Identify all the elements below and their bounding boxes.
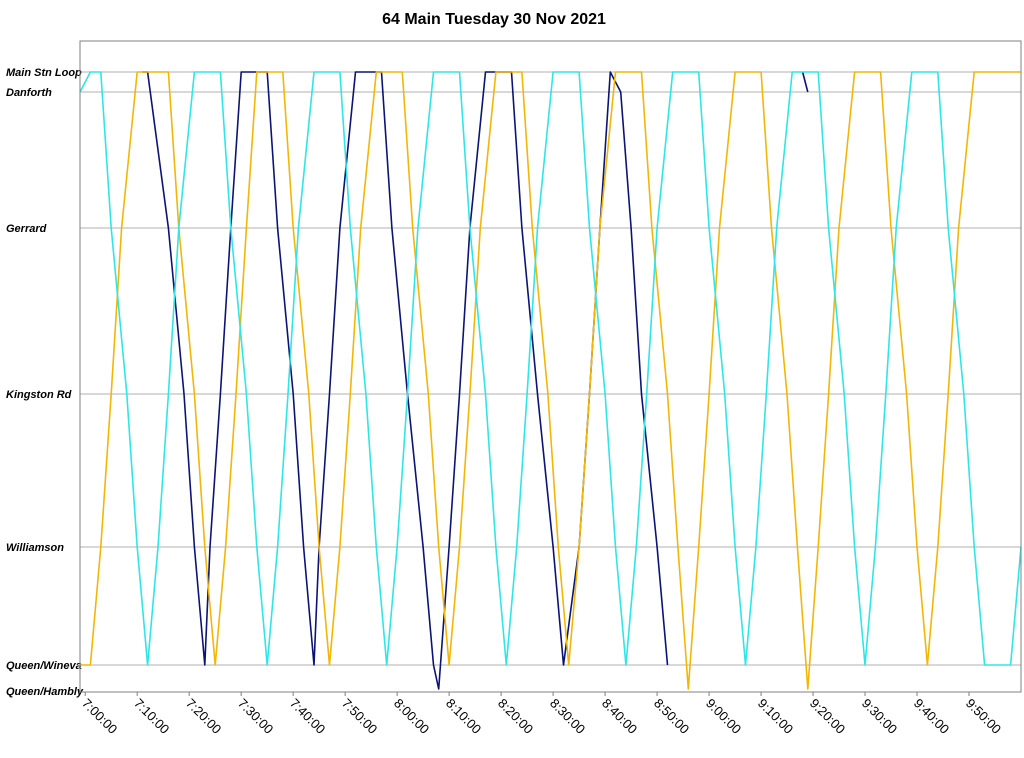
y-label-kingston-rd: Kingston Rd	[6, 389, 72, 401]
x-tick-label: 7:10:00	[131, 696, 172, 737]
x-tick-label: 7:20:00	[183, 696, 224, 737]
series-line-3	[80, 71, 1021, 690]
x-tick-label: 9:40:00	[911, 696, 952, 737]
y-label-williamson: Williamson	[6, 542, 64, 554]
x-tick-label: 9:00:00	[703, 696, 744, 737]
chart-title: 64 Main Tuesday 30 Nov 2021	[382, 11, 606, 28]
x-tick-label: 8:20:00	[495, 696, 536, 737]
plot-frame	[79, 40, 1022, 693]
x-tick-label: 9:50:00	[963, 696, 1004, 737]
x-tick-label: 8:40:00	[599, 696, 640, 737]
x-axis-labels: 7:00:00 7:10:00 7:20:00 7:30:00 7:40:00 7:50:…	[79, 692, 1004, 737]
x-tick-label: 8:30:00	[547, 696, 588, 737]
x-tick-label: 7:00:00	[79, 696, 120, 737]
y-label-danforth: Danforth	[6, 87, 52, 99]
x-tick-label: 8:10:00	[443, 696, 484, 737]
x-tick-label: 7:50:00	[339, 696, 380, 737]
y-label-queen-hambly: Queen/Hambly	[6, 686, 84, 698]
series	[79, 71, 1022, 690]
x-tick-label: 9:10:00	[755, 696, 796, 737]
x-tick-label: 7:40:00	[287, 696, 328, 737]
x-tick-label: 9:20:00	[807, 696, 848, 737]
series-line-4	[79, 71, 1022, 666]
y-axis-labels: Queen/Hambly Queen/Wineva Williamson Kingst…	[6, 67, 84, 698]
x-tick-label: 8:50:00	[651, 696, 692, 737]
series-line-2	[801, 71, 809, 93]
x-tick-label: 8:00:00	[391, 696, 432, 737]
grid	[80, 71, 1021, 666]
y-label-gerrard: Gerrard	[6, 223, 47, 235]
y-label-queen-wineva: Queen/Wineva	[6, 660, 82, 672]
x-tick-label: 9:30:00	[859, 696, 900, 737]
y-label-main-stn-loop: Main Stn Loop	[6, 67, 82, 79]
x-tick-label: 7:30:00	[235, 696, 276, 737]
